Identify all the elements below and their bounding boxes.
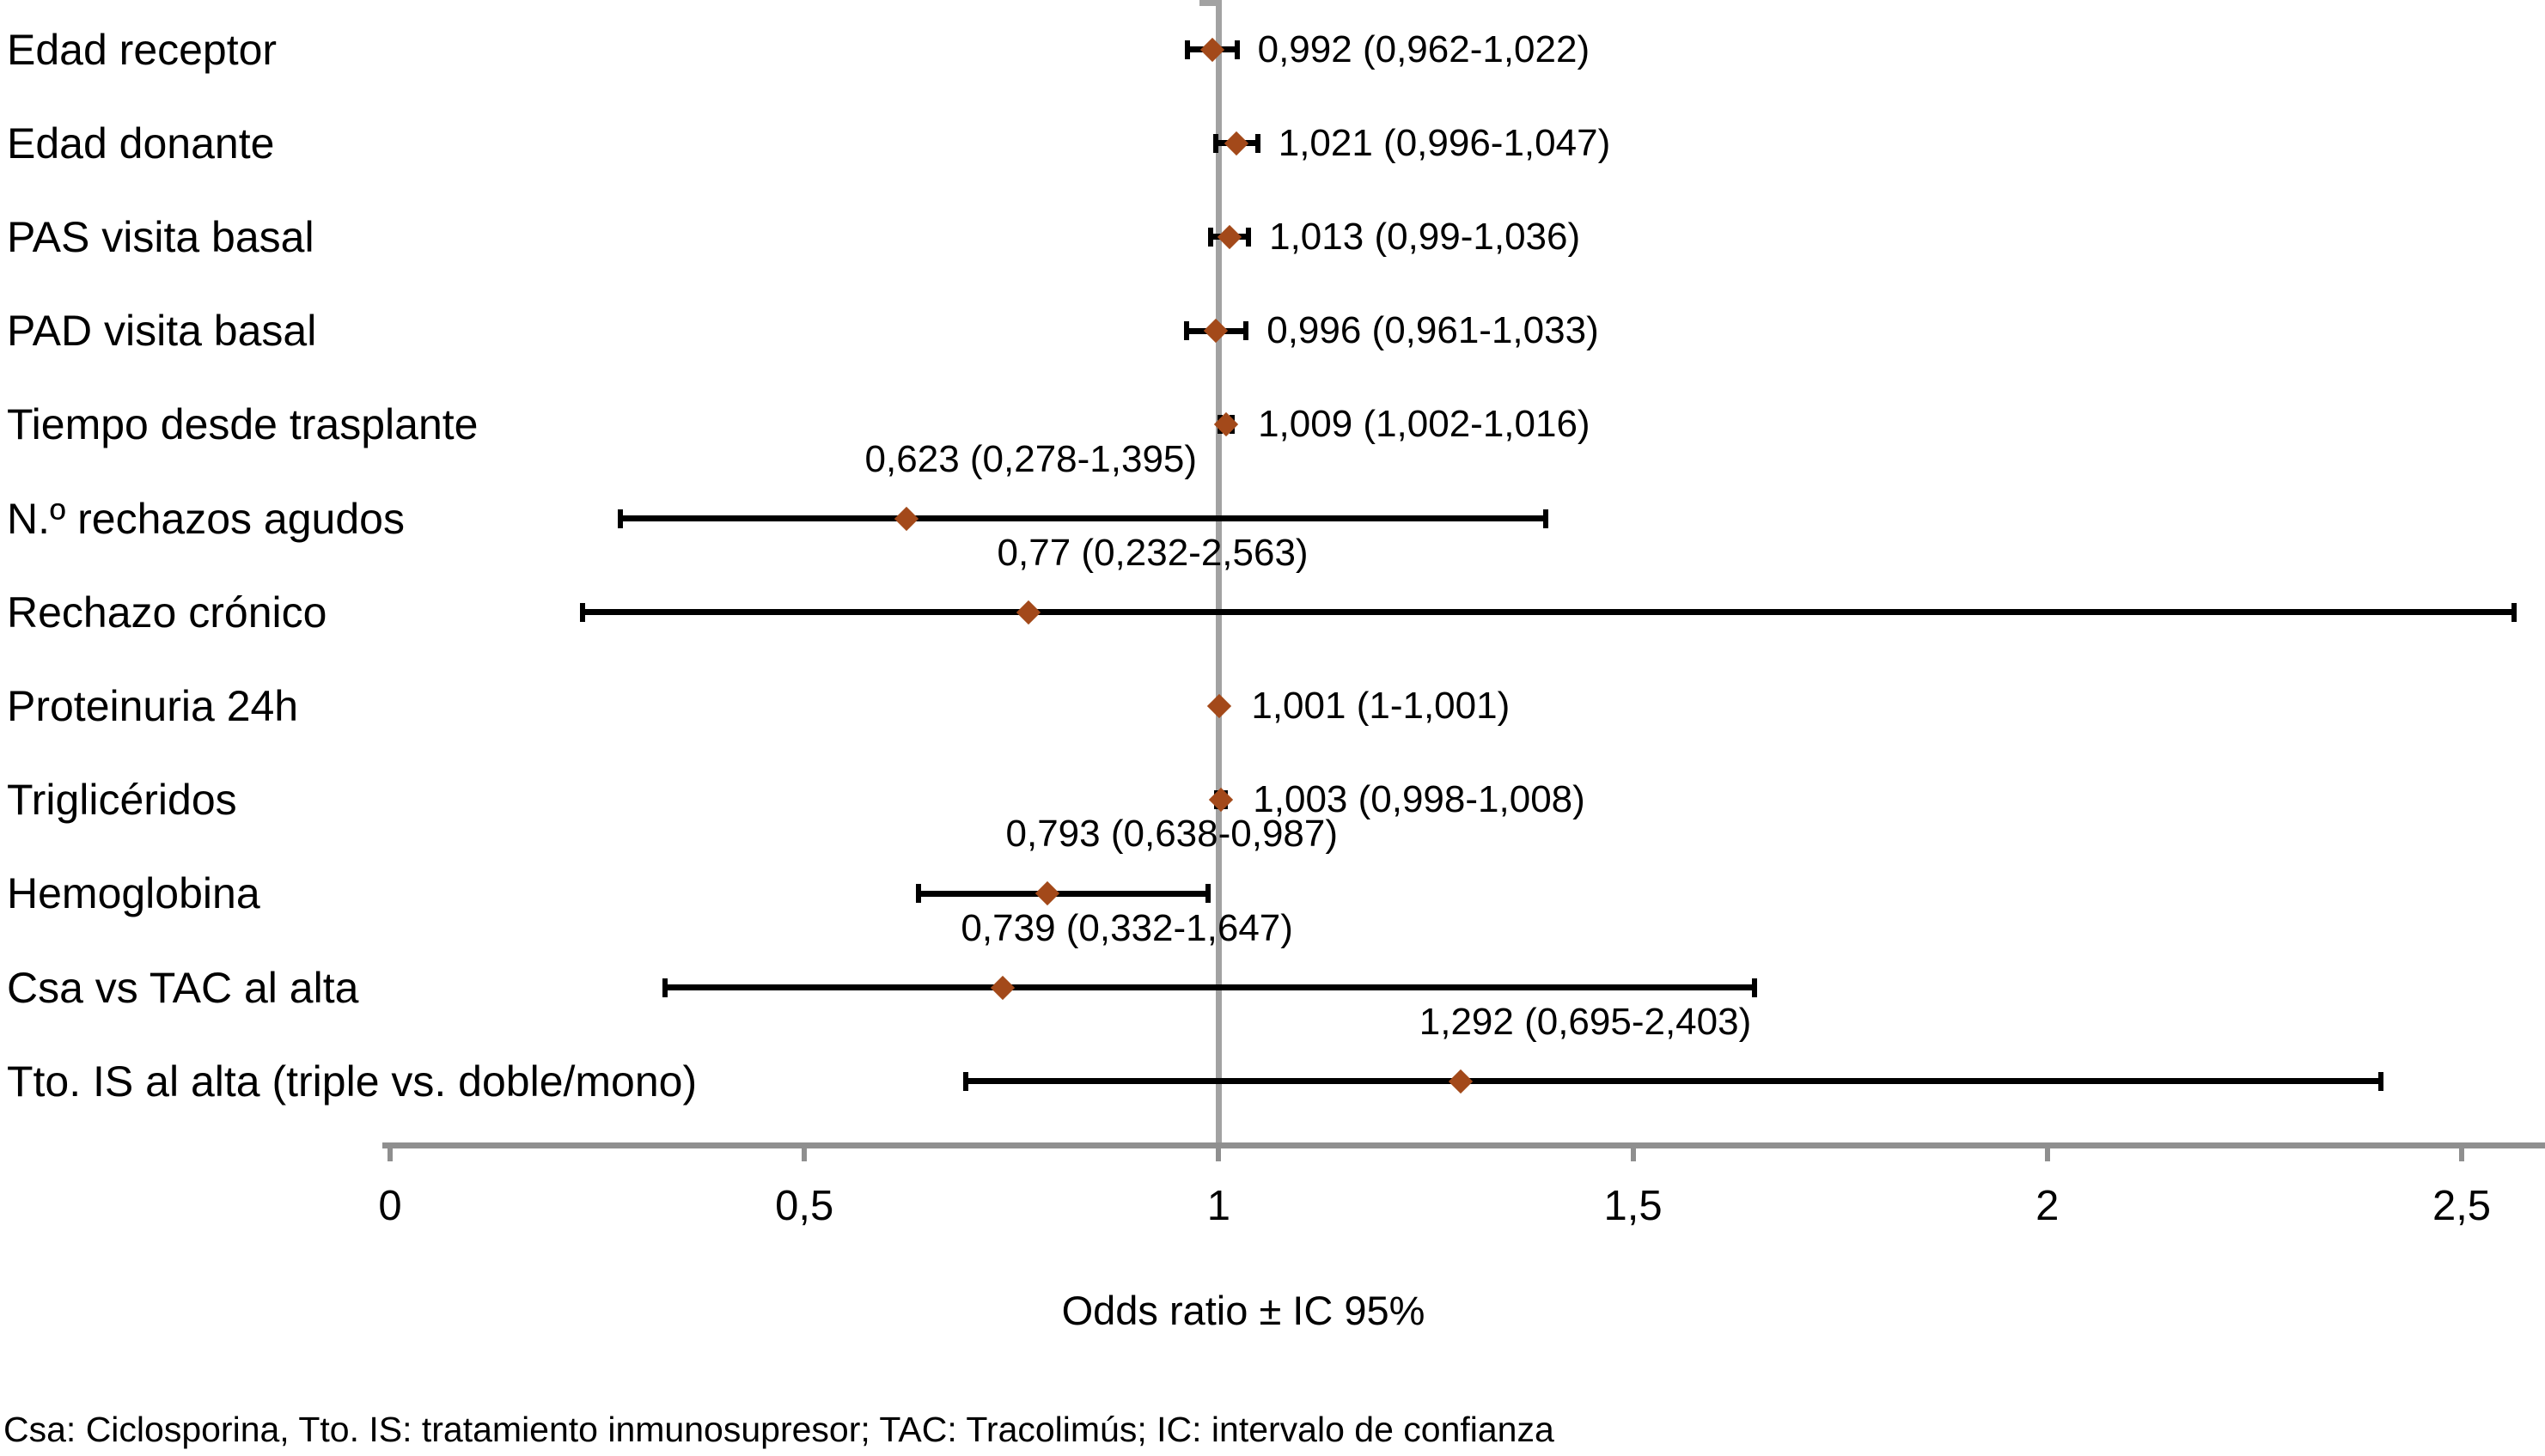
- or-marker: [1034, 881, 1059, 906]
- ci-bar: [919, 890, 1208, 897]
- ci-cap-right: [1234, 40, 1240, 59]
- x-axis-tick: [1216, 1148, 1222, 1161]
- ci-cap-left: [618, 509, 624, 528]
- row-label: Triglicéridos: [7, 776, 237, 825]
- ci-cap-left: [963, 1071, 969, 1091]
- x-axis-tick-label: 1: [1206, 1183, 1231, 1229]
- value-label: 1,292 (0,695-2,403): [1419, 1000, 1752, 1043]
- ci-cap-right: [1246, 227, 1252, 247]
- value-label: 1,003 (0,998-1,008): [1253, 778, 1585, 821]
- ci-cap-left: [1184, 40, 1190, 59]
- row-label: Proteinuria 24h: [7, 681, 299, 730]
- reference-line-or-1: [1215, 0, 1222, 1142]
- value-label: 1,021 (0,996-1,047): [1278, 121, 1611, 164]
- ci-cap-right: [1205, 884, 1211, 904]
- value-label: 1,013 (0,99-1,036): [1269, 215, 1581, 258]
- ci-cap-right: [2378, 1071, 2384, 1091]
- footnote: Csa: Ciclosporina, Tto. IS: tratamiento …: [3, 1410, 1554, 1449]
- row-label: Edad donante: [7, 119, 275, 168]
- x-axis-tick-label: 2: [2035, 1183, 2060, 1229]
- row-label: PAD visita basal: [7, 307, 317, 356]
- ci-cap-right: [1254, 133, 1260, 153]
- ci-cap-left: [579, 602, 585, 622]
- row-label: Rechazo crónico: [7, 588, 327, 637]
- x-axis-tick: [2044, 1148, 2050, 1161]
- reference-line-top-tick: [1199, 0, 1219, 6]
- value-label: 0,793 (0,638-0,987): [1005, 813, 1339, 856]
- value-label: 0,996 (0,961-1,033): [1266, 309, 1599, 352]
- ci-bar: [582, 609, 2514, 616]
- or-marker: [894, 506, 919, 531]
- value-label: 1,001 (1-1,001): [1251, 684, 1511, 727]
- x-axis-tick: [2459, 1148, 2464, 1161]
- or-marker: [1224, 131, 1248, 155]
- value-label: 0,623 (0,278-1,395): [864, 437, 1198, 480]
- or-marker: [1203, 318, 1228, 344]
- ci-cap-left: [1207, 227, 1213, 247]
- x-axis-tick-label: 0,5: [775, 1183, 834, 1229]
- ci-bar: [665, 984, 1755, 990]
- x-axis-tick: [1630, 1148, 1636, 1161]
- ci-cap-left: [1183, 321, 1189, 341]
- ci-cap-right: [1543, 509, 1549, 528]
- row-label: PAS visita basal: [7, 212, 314, 261]
- ci-bar: [966, 1078, 2382, 1085]
- ci-cap-left: [916, 884, 922, 904]
- ci-cap-left: [1212, 133, 1218, 153]
- or-marker: [1448, 1069, 1474, 1094]
- or-marker: [990, 975, 1015, 1000]
- row-label: Hemoglobina: [7, 869, 260, 918]
- x-axis-tick: [388, 1148, 393, 1161]
- value-label: 1,009 (1,002-1,016): [1258, 403, 1590, 446]
- or-marker: [1207, 693, 1232, 719]
- ci-bar: [620, 515, 1547, 521]
- ci-cap-right: [1243, 321, 1249, 341]
- or-marker: [1209, 787, 1234, 813]
- row-label: Edad receptor: [7, 25, 278, 74]
- value-label: 0,992 (0,962-1,022): [1257, 27, 1590, 70]
- or-marker: [1016, 600, 1041, 624]
- row-label: Csa vs TAC al alta: [7, 963, 359, 1012]
- row-label: Tto. IS al alta (triple vs. doble/mono): [7, 1057, 698, 1106]
- row-label: Tiempo desde trasplante: [7, 400, 479, 449]
- value-label: 0,77 (0,232-2,563): [997, 531, 1309, 574]
- x-axis-tick-label: 0: [378, 1183, 402, 1229]
- x-axis-tick-label: 2,5: [2432, 1183, 2492, 1229]
- value-label: 0,739 (0,332-1,647): [961, 906, 1293, 949]
- x-axis-tick: [802, 1148, 808, 1161]
- ci-cap-right: [2511, 602, 2517, 622]
- ci-cap-right: [1752, 978, 1758, 997]
- x-axis-tick-label: 1,5: [1603, 1183, 1663, 1229]
- x-axis-title: Odds ratio ± IC 95%: [1061, 1288, 1425, 1333]
- x-axis-line: [382, 1142, 2545, 1148]
- ci-cap-left: [662, 978, 668, 997]
- row-label: N.º rechazos agudos: [7, 494, 405, 543]
